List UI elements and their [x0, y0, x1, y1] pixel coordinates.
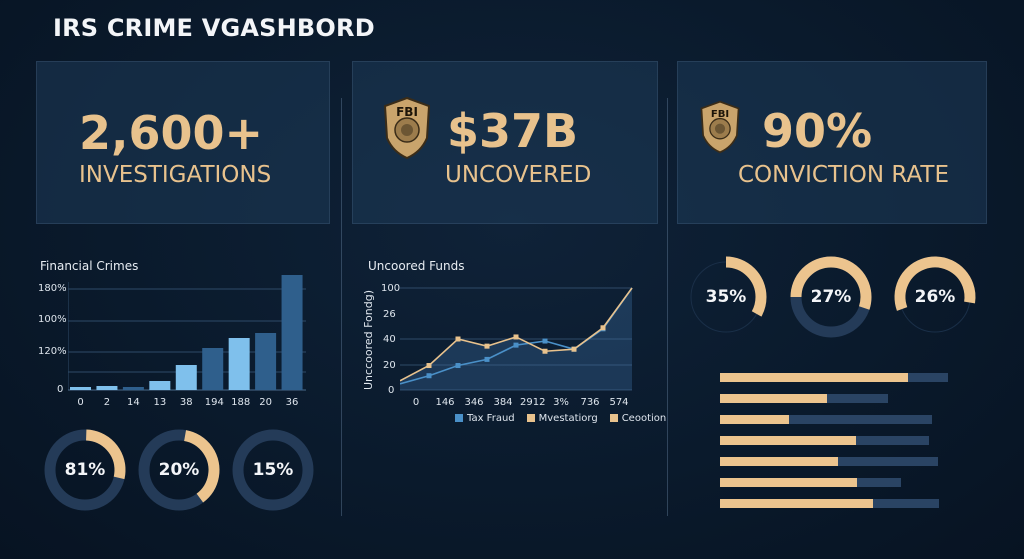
y-tick: 100% [38, 314, 67, 325]
donut-chart: 26% [893, 255, 977, 339]
y-tick: 100 [381, 283, 401, 294]
donut-value: 35% [705, 287, 747, 307]
x-tick: 20 [259, 397, 272, 408]
y-tick: 120% [38, 346, 67, 357]
donut-value: 26% [914, 287, 956, 307]
y-axis-label: Unccoored Fondg) [362, 290, 375, 390]
progress-bar [720, 499, 939, 508]
svg-text:FBI: FBI [396, 105, 418, 119]
y-tick: 180% [38, 283, 67, 294]
kpi-label: UNCOVERED [445, 162, 592, 188]
donut-value: 15% [252, 460, 294, 480]
kpi-card-conviction: FBI 90% CONVICTION RATE [677, 61, 987, 224]
kpi-label: INVESTIGATIONS [79, 162, 272, 188]
uncoored-funds-line-chart [400, 287, 633, 391]
kpi-value: 2,600+ [79, 106, 264, 160]
financial-crimes-bar-chart [68, 275, 306, 391]
kpi-value: $37B [447, 104, 579, 158]
x-tick: 146 [435, 397, 455, 408]
kpi-value: 90% [762, 104, 873, 158]
x-tick: 13 [153, 397, 167, 408]
dashboard-title: IRS CRIME VGASHBORD [53, 14, 375, 42]
x-tick: 574 [609, 397, 629, 408]
x-tick: 194 [204, 397, 224, 408]
progress-bar [720, 394, 888, 403]
kpi-card-uncovered: FBI $37B UNCOVERED [352, 61, 658, 224]
kpi-card-investigations: 2,600+ INVESTIGATIONS [36, 61, 330, 224]
svg-text:FBI: FBI [711, 109, 729, 120]
chart-title-uncoored-funds: Uncoored Funds [368, 259, 465, 273]
donut-chart: 35% [684, 255, 768, 339]
x-tick: 14 [127, 397, 140, 408]
x-tick: 38 [179, 397, 193, 408]
x-tick: 2 [103, 397, 111, 408]
donut-value: 20% [158, 460, 200, 480]
x-tick: 384 [493, 397, 513, 408]
x-tick: 736 [580, 397, 600, 408]
column-divider [667, 98, 668, 516]
legend-item-mvestatiorg: Mvestatiorg [526, 413, 598, 424]
y-tick: 0 [388, 385, 395, 396]
x-axis-ticks: 0 146 346 384 2912 3% 736 574 [400, 397, 635, 409]
legend-swatch [526, 414, 535, 422]
progress-bar [720, 373, 948, 382]
progress-bar [720, 457, 938, 466]
x-tick: 3% [553, 397, 569, 408]
column-divider [341, 98, 342, 516]
x-tick: 2912 [520, 397, 546, 408]
donut-chart: 20% [137, 428, 221, 512]
legend-item-tax-fraud: Tax Fraud [455, 413, 515, 424]
progress-bar [720, 415, 932, 424]
x-tick: 0 [412, 397, 420, 408]
y-tick: 40 [383, 334, 396, 345]
donut-value: 27% [810, 287, 852, 307]
donut-chart: 81% [43, 428, 127, 512]
x-tick: 0 [77, 397, 84, 408]
bar [70, 387, 91, 390]
bar [175, 365, 197, 390]
y-tick: 20 [383, 360, 396, 371]
bar [122, 387, 144, 390]
bar [202, 348, 224, 390]
bar [228, 338, 250, 390]
x-axis-ticks: 0 2 14 13 38 194 188 20 36 [68, 397, 308, 409]
progress-bar [720, 478, 901, 487]
x-tick: 36 [285, 397, 299, 408]
donut-chart: 15% [231, 428, 315, 512]
fbi-badge-icon: FBI [383, 96, 431, 160]
legend-swatch [609, 414, 618, 422]
bar [281, 275, 303, 390]
line-chart-legend: Tax Fraud Mvestatiorg Ceootion [455, 413, 666, 424]
donut-chart: 27% [789, 255, 873, 339]
x-tick: 346 [464, 397, 484, 408]
x-tick: 188 [231, 397, 251, 408]
y-tick: 0 [57, 384, 64, 395]
kpi-label: CONVICTION RATE [738, 162, 949, 188]
legend-item-ceootion: Ceootion [609, 413, 666, 424]
legend-swatch [455, 414, 463, 422]
progress-bar [720, 436, 929, 445]
bar [255, 333, 277, 390]
fbi-badge-icon: FBI [700, 100, 740, 154]
bar [96, 386, 118, 390]
chart-title-financial-crimes: Financial Crimes [40, 259, 139, 273]
bar [149, 381, 171, 390]
donut-value: 81% [64, 460, 106, 480]
y-tick: 26 [383, 309, 396, 320]
